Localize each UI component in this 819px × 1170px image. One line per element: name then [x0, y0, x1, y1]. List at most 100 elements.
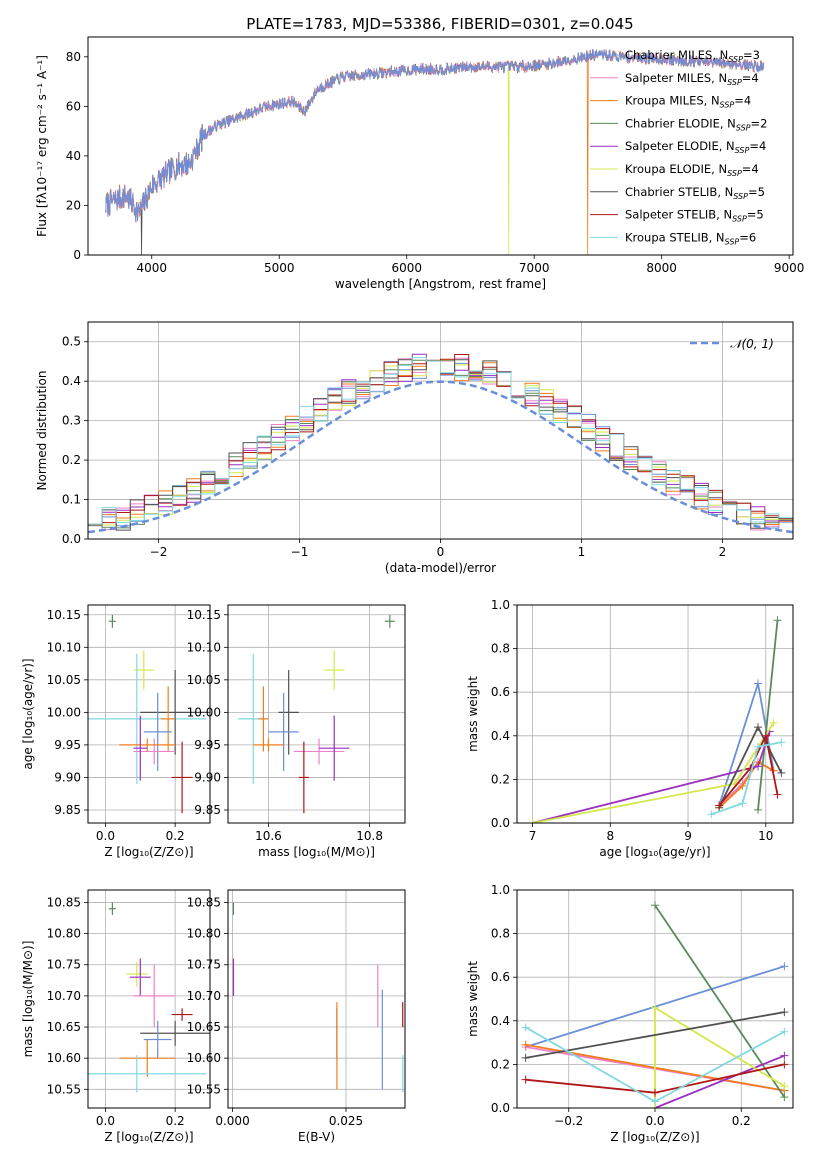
weight-lines: [528, 616, 786, 823]
legend-count: =4: [742, 71, 759, 85]
y-tick-label: 10.75: [187, 958, 221, 972]
weight-marker: [777, 738, 786, 747]
x-tick-label: 5000: [264, 261, 295, 275]
y-tick-label: 0.0: [491, 1101, 510, 1115]
y-tick-label: 0.8: [491, 927, 510, 941]
y-axis-label: mass weight: [466, 961, 480, 1037]
weight-marker: [777, 768, 786, 777]
y-tick-label: 9.95: [54, 738, 81, 752]
y-tick-label: 1.0: [491, 883, 510, 897]
y-tick-label: 10.85: [187, 895, 221, 909]
y-tick-label: 10.85: [47, 895, 81, 909]
x-tick-label: 9: [684, 829, 692, 843]
legend-entry: Kroupa ELODIE, NSSP=4: [625, 162, 759, 178]
legend-entry: Salpeter STELIB, NSSP=5: [625, 208, 764, 224]
weight-series-3: [757, 620, 779, 810]
x-axis-label: age [log₁₀(age/yr)]: [599, 845, 710, 859]
y-tick-label: 0.6: [491, 970, 510, 984]
y-tick-label: 0.1: [62, 493, 81, 507]
z-mass-chart: 0.0 0.2 10.55 10.60 10.65 10.70 10.75 10.80 10.8…: [21, 889, 211, 1144]
weight-marker: [773, 616, 782, 625]
plot-frame: [87, 36, 794, 256]
weight-marker: [521, 1023, 530, 1032]
weight-marker: [754, 762, 763, 771]
z-weight-chart: −0.2 0.0 0.2 0.0 0.2 0.4 0.6 0.8 1.0 Z [log₁₀(Z/Z…: [466, 883, 794, 1144]
legend-entry: Chabrier ELODIE, NSSP=2: [625, 116, 767, 132]
y-tick-label: 0.3: [62, 414, 81, 428]
y-tick-label: 10.00: [187, 705, 221, 719]
y-tick-label: 9.90: [54, 770, 81, 784]
y-tick-label: 9.85: [194, 803, 221, 817]
y-tick-label: 10.55: [187, 1082, 221, 1096]
x-tick-label: 7000: [519, 261, 550, 275]
plot-frame: [516, 604, 794, 824]
y-tick-label: 10.65: [187, 1020, 221, 1034]
z-age-chart: 0.0 0.2 9.85 9.90 9.95 10.00 10.05 10.10 10.15 Z …: [21, 604, 211, 859]
legend-subscript: SSP: [735, 146, 750, 155]
weight-marker: [780, 1082, 789, 1091]
legend-subscript: SSP: [725, 237, 740, 246]
y-tick-label: 0.2: [491, 1057, 510, 1071]
y-tick-label: 9.95: [194, 738, 221, 752]
weight-marker: [780, 1027, 789, 1036]
weight-marker: [780, 962, 789, 971]
legend-subscript: SSP: [720, 101, 735, 110]
figure-title: PLATE=1783, MJD=53386, FIBERID=0301, z=0…: [246, 15, 633, 33]
plot-frame: [87, 889, 211, 1109]
plot-frame: [87, 321, 794, 540]
weight-marker: [738, 799, 747, 808]
weight-marker: [651, 1097, 659, 1106]
hist-series-7: [88, 354, 793, 525]
x-tick-label: −2: [150, 545, 168, 559]
spectrum-series-0: [105, 49, 765, 223]
y-axis-label: age [log₁₀(age/yr)]: [21, 658, 35, 769]
legend-entry: Kroupa STELIB, NSSP=6: [625, 230, 756, 246]
x-tick-label: −0.2: [554, 1114, 583, 1128]
y-tick-label: 0.2: [62, 453, 81, 467]
spectrum-chart: 4000 5000 6000 7000 8000 9000 0 20 40 60 80 wavelen…: [35, 36, 805, 291]
x-tick-label: 8000: [646, 261, 677, 275]
y-tick-label: 0.2: [491, 772, 510, 786]
legend-entry: Salpeter ELODIE, NSSP=4: [625, 139, 766, 155]
weight-marker: [738, 781, 747, 790]
legend-subscript: SSP: [728, 55, 743, 64]
weight-marker: [780, 1060, 789, 1069]
ebv-mass-chart: 0.000 0.025 10.55 10.60 10.65 10.70 10.75 10.80…: [187, 889, 406, 1144]
y-tick-label: 10.05: [187, 673, 221, 687]
y-tick-label: 10.70: [47, 989, 81, 1003]
error-bars: [238, 614, 395, 814]
y-tick-label: 0.8: [491, 642, 510, 656]
y-tick-label: 10.15: [187, 608, 221, 622]
x-tick-label: 0.2: [732, 1114, 751, 1128]
y-tick-label: 10.70: [187, 989, 221, 1003]
x-axis-label: Z [log₁₀(Z/Z⊙)]: [104, 1130, 193, 1144]
y-tick-label: 20: [66, 198, 81, 212]
error-bars: [232, 902, 404, 1093]
y-tick-label: 0.5: [62, 335, 81, 349]
x-axis-label: mass [log₁₀(M/M⊙)]: [258, 845, 375, 859]
legend-entry: Chabrier MILES, NSSP=3: [625, 48, 760, 64]
x-axis-label: Z [log₁₀(Z/Z⊙)]: [610, 1130, 699, 1144]
weight-marker: [651, 1088, 659, 1097]
y-tick-label: 0: [73, 248, 81, 262]
legend-subscript: SSP: [727, 169, 742, 178]
x-axis-label: E(B-V): [298, 1130, 335, 1144]
x-tick-label: 2: [719, 545, 727, 559]
y-tick-label: 0.4: [491, 729, 510, 743]
weight-marker: [528, 819, 537, 823]
x-tick-label: 0.0: [96, 829, 115, 843]
weight-series-6: [525, 1011, 785, 1059]
y-axis-label: mass weight: [466, 676, 480, 752]
hist-series-8: [88, 357, 793, 525]
legend-count: =3: [743, 48, 760, 62]
weight-series-7: [718, 732, 779, 807]
x-tick-label: 0.000: [215, 1114, 249, 1128]
weight-marker: [521, 1040, 530, 1049]
weight-marker: [754, 723, 763, 732]
weight-marker: [754, 679, 763, 688]
y-tick-label: 10.60: [47, 1051, 81, 1065]
x-tick-label: 9000: [774, 261, 805, 275]
y-tick-label: 0.0: [491, 816, 510, 830]
weight-marker: [761, 731, 770, 740]
